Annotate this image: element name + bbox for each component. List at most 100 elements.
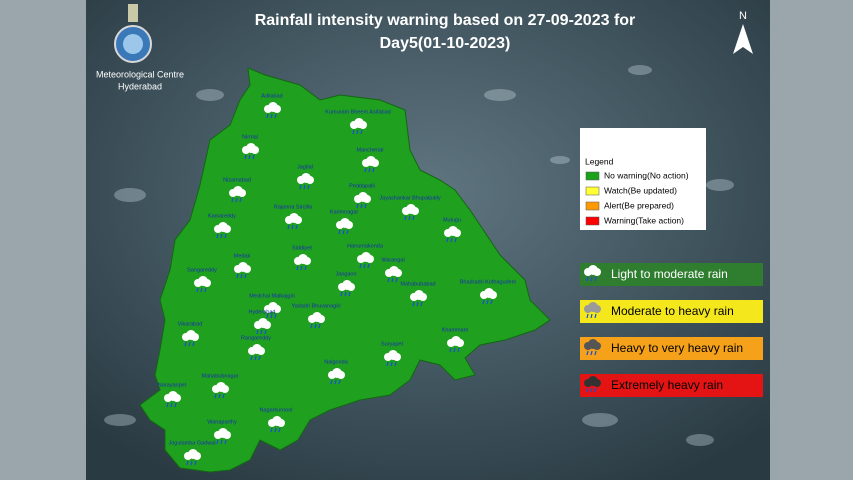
rain-streak	[594, 350, 597, 356]
cloud-puff	[593, 268, 601, 276]
district-label: Vikarabad	[178, 321, 203, 327]
cloud-puff	[371, 159, 379, 167]
rain-streak	[287, 224, 290, 230]
rain-streak	[348, 291, 351, 297]
rain-streak	[174, 402, 177, 408]
district-label: Narayanpet	[158, 382, 187, 388]
district-label: Jagtial	[297, 164, 313, 170]
rain-icon	[264, 302, 281, 319]
rain-streak	[264, 329, 267, 335]
rain-streak	[310, 323, 313, 329]
rain-streak	[453, 347, 456, 353]
rain-icon	[480, 288, 497, 305]
cloud-puff	[223, 225, 231, 233]
legend-swatch	[585, 186, 600, 196]
district-label: Jogulamba Gadwal	[168, 440, 215, 446]
rain-category-label: Extremely heavy rain	[611, 378, 723, 392]
rain-streak	[338, 229, 341, 235]
cloud-puff	[489, 291, 497, 299]
district-label: Nizamabad	[223, 177, 251, 183]
organization: Meteorological Centre	[96, 69, 184, 79]
rain-icon	[410, 290, 427, 307]
rain-streak	[291, 224, 294, 230]
district-label: Warangal	[381, 257, 404, 263]
rain-streak	[367, 263, 370, 269]
district-label: Kamareddy	[208, 213, 236, 219]
rain-icon	[254, 318, 271, 335]
district-label: Nalgonda	[324, 359, 348, 365]
district-label: Nagarkurnool	[259, 407, 292, 413]
cloud-puff	[337, 371, 345, 379]
rain-streak	[270, 313, 273, 319]
cloud-puff	[193, 452, 201, 460]
rain-streak	[363, 263, 366, 269]
rain-streak	[594, 387, 597, 393]
cloud-puff	[393, 353, 401, 361]
rain-streak	[372, 167, 375, 173]
cloud-puff	[306, 176, 314, 184]
cloud-puff	[359, 121, 367, 129]
rain-streak	[303, 184, 306, 190]
title-line-2: Day5(01-10-2023)	[380, 35, 511, 52]
legend-title: Legend	[585, 156, 614, 166]
rain-streak	[244, 154, 247, 160]
rain-streak	[278, 427, 281, 433]
cloud-puff	[363, 195, 371, 203]
rain-streak	[192, 341, 195, 347]
district-label: Suryapet	[381, 341, 403, 347]
rain-streak	[420, 301, 423, 307]
rain-icon	[182, 330, 199, 347]
rain-icon	[285, 213, 302, 230]
district-label: Mahabubnagar	[201, 373, 238, 379]
cloud-puff	[191, 333, 199, 341]
rain-icon	[214, 222, 231, 239]
district-label: Sangareddy	[187, 267, 217, 273]
rain-streak	[446, 237, 449, 243]
rain-icon	[584, 376, 601, 393]
rain-streak	[194, 460, 197, 466]
cloud-puff	[203, 279, 211, 287]
rain-streak	[248, 154, 251, 160]
rain-streak	[224, 439, 227, 445]
rain-streak	[274, 427, 277, 433]
rain-icon	[584, 339, 601, 356]
cloud-puff	[593, 305, 601, 313]
rain-streak	[368, 167, 371, 173]
rain-icon	[229, 186, 246, 203]
rain-icon	[164, 391, 181, 408]
cloud-puff	[273, 105, 281, 113]
rain-streak	[239, 197, 242, 203]
cloud-puff	[238, 189, 246, 197]
rain-streak	[486, 299, 489, 305]
rain-streak	[450, 237, 453, 243]
legend-swatch	[585, 171, 600, 181]
rain-category-box	[580, 337, 763, 360]
rain-streak	[586, 313, 589, 319]
district-label: Rajanna Sircilla	[274, 204, 313, 210]
district-label: Rangareddy	[241, 335, 271, 341]
rain-icon	[328, 368, 345, 385]
rain-streak	[270, 427, 273, 433]
rain-category-label: Heavy to very heavy rain	[611, 341, 743, 355]
rain-icon	[234, 262, 251, 279]
cloud-puff	[173, 394, 181, 402]
rain-streak	[244, 273, 247, 279]
rain-streak	[482, 299, 485, 305]
district-label: Nirmal	[242, 134, 258, 140]
rain-streak	[222, 393, 225, 399]
rain-streak	[314, 323, 317, 329]
city: Hyderabad	[118, 81, 162, 91]
north-label: N	[739, 10, 747, 22]
rain-icon	[354, 192, 371, 209]
rain-streak	[352, 129, 355, 135]
rain-streak	[318, 323, 321, 329]
rain-streak	[364, 167, 367, 173]
rain-streak	[360, 129, 363, 135]
district-label: Medchal Malkajgiri	[249, 293, 295, 299]
rain-streak	[454, 237, 457, 243]
district-label: Medak	[234, 253, 251, 259]
rain-streak	[586, 276, 589, 282]
rain-streak	[412, 301, 415, 307]
cloud-puff	[456, 339, 464, 347]
